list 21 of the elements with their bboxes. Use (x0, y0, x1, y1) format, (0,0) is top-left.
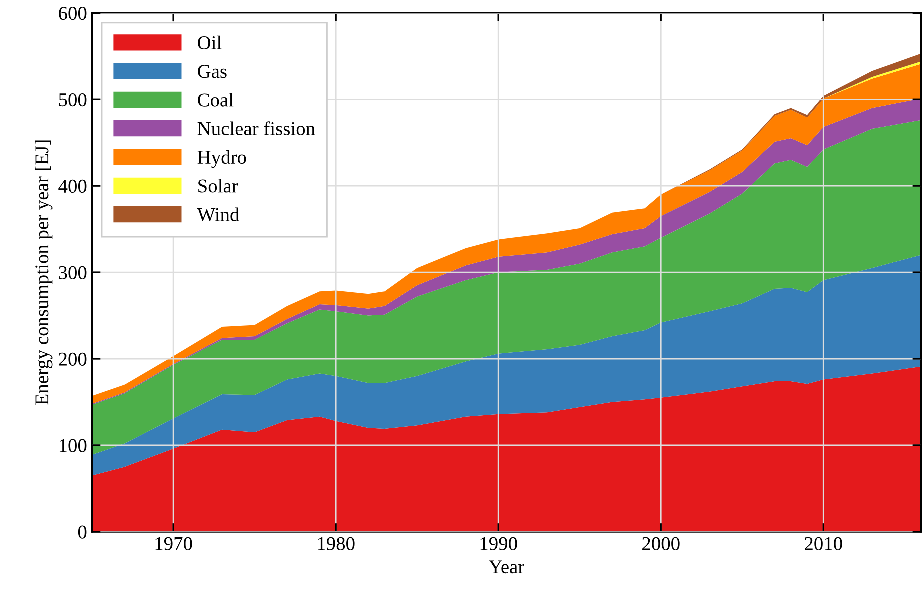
y-tick-label: 300 (59, 266, 87, 280)
x-axis-title: Year (489, 560, 524, 574)
x-tick-label: 2000 (642, 537, 680, 550)
y-tick-label: 400 (58, 180, 87, 194)
legend-label: Hydro (198, 150, 246, 168)
y-tick-label: 0 (78, 526, 87, 539)
x-tick-label: 2010 (805, 537, 842, 550)
legend-label: Gas (198, 65, 227, 78)
y-tick-label: 500 (59, 93, 87, 107)
legend-label: Nuclear fission (198, 122, 316, 136)
legend-label: Wind (197, 208, 240, 222)
x-tick-label: 1970 (156, 537, 192, 550)
y-tick-label: 600 (59, 6, 87, 20)
legend-label: Oil (198, 36, 222, 50)
y-tick-label: 200 (59, 352, 87, 366)
x-tick-label: 1990 (480, 537, 518, 550)
x-tick-label: 1980 (318, 537, 355, 550)
y-tick-label: 100 (60, 439, 87, 452)
y-axis-title: Energy consumption per year [EJ] (35, 140, 53, 406)
legend-label: Solar (198, 179, 238, 193)
legend-label: Coal (198, 93, 234, 107)
